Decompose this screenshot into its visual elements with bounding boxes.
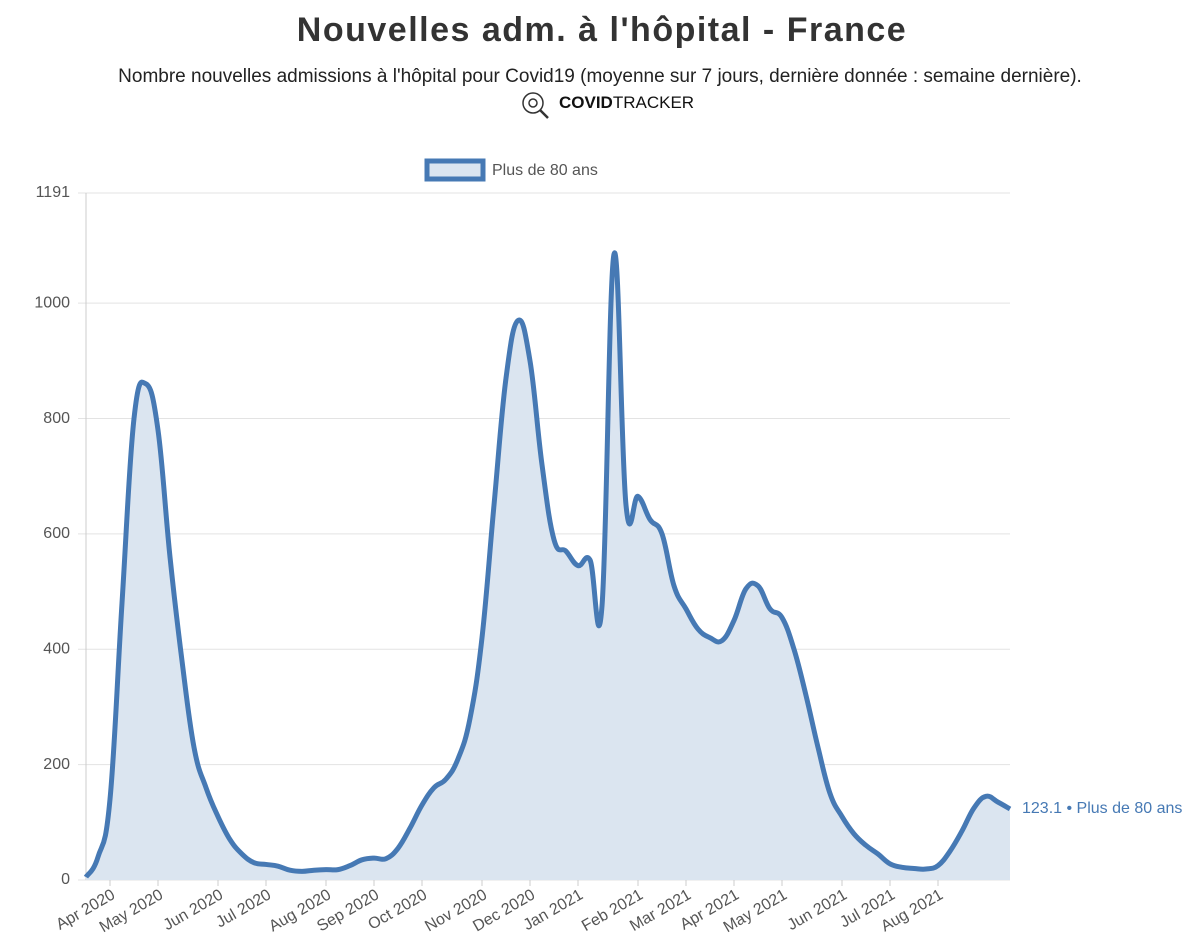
line — [83, 250, 1012, 879]
legend-label: Plus de 80 ans — [492, 162, 598, 179]
y-tick-label: 0 — [61, 871, 70, 888]
end-label: 123.1 • Plus de 80 ans — [1022, 800, 1182, 817]
logo-rest: TRACKER — [613, 93, 694, 112]
y-tick-label: 1191 — [36, 184, 71, 201]
y-tick-label: 200 — [43, 756, 70, 773]
x-tick-label: Jun 2020 — [161, 886, 227, 934]
area — [86, 252, 1010, 880]
y-tick-label: 600 — [43, 525, 70, 542]
logo-bold: COVID — [559, 93, 613, 112]
logo-icon — [522, 92, 549, 119]
y-tick-label: 400 — [43, 640, 70, 657]
y-tick-label: 1000 — [34, 294, 70, 311]
x-tick-label: Jul 2020 — [213, 886, 274, 931]
chart-title: Nouvelles adm. à l'hôpital - France — [297, 11, 907, 49]
chart-subtitle: Nombre nouvelles admissions à l'hôpital … — [118, 66, 1082, 87]
y-tick-label: 800 — [43, 410, 70, 427]
x-tick-label: Jun 2021 — [785, 886, 851, 934]
legend-swatch — [424, 158, 486, 182]
logo-text: COVIDTRACKER — [559, 93, 694, 112]
